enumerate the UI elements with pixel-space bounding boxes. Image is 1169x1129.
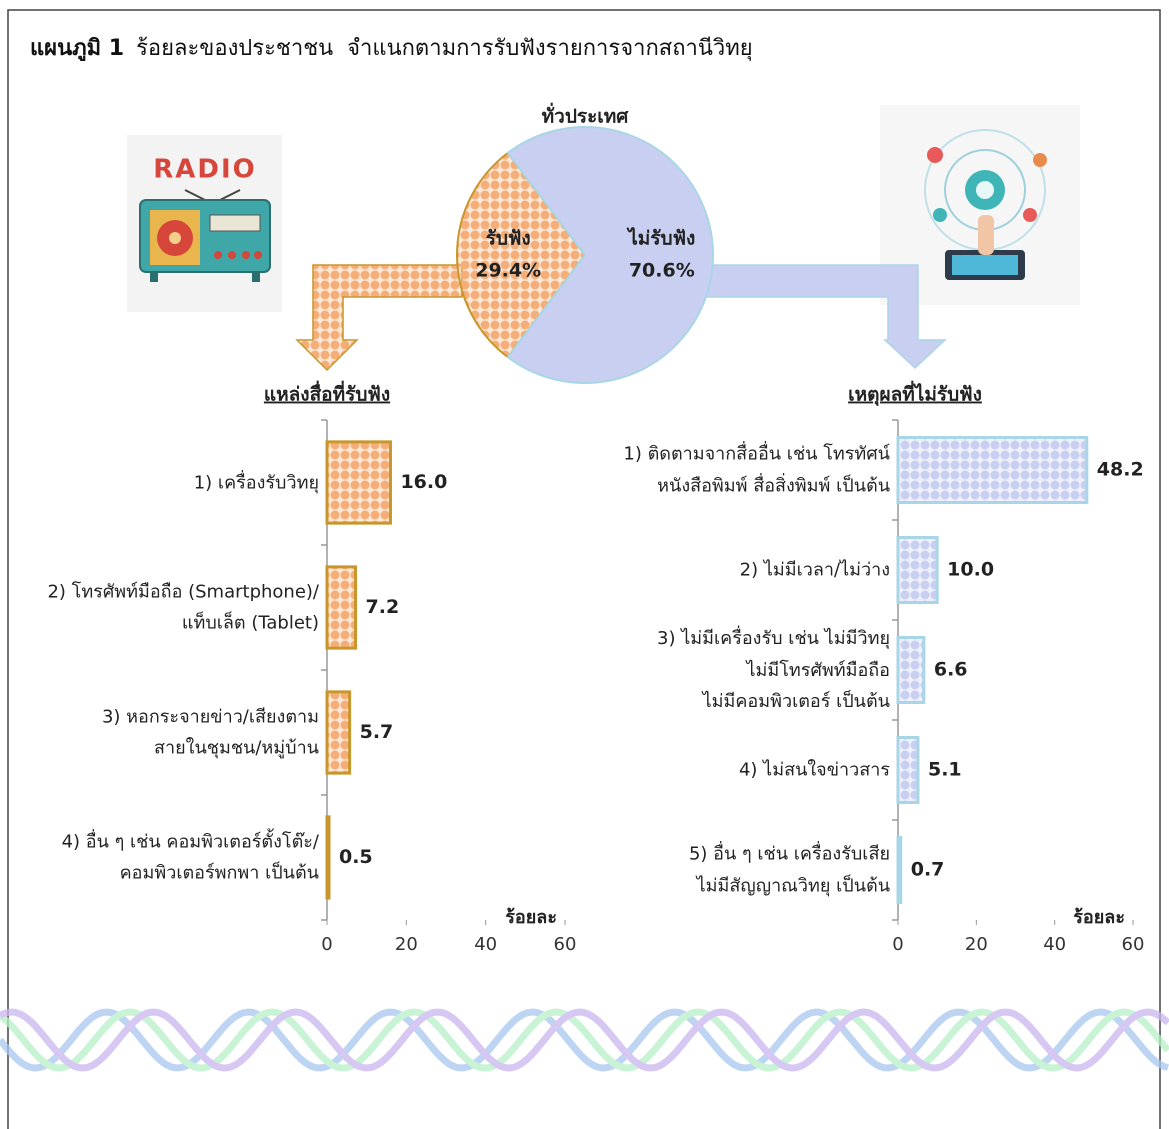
title: แผนภูมิ 1 ร้อยละของประชาชน จำแนกตามการรับ…: [30, 30, 753, 65]
arrow-listen: [295, 264, 463, 372]
chart-title: แหล่งสื่อที่รับฟัง: [264, 381, 390, 406]
value-label: 10.0: [947, 559, 994, 581]
x-tick-label: 60: [1122, 934, 1145, 955]
bar: [325, 440, 392, 525]
bar: [325, 690, 352, 775]
pie-title: ทั่วประเทศ: [542, 103, 630, 128]
category-label: 3) หอกระจายข่าว/เสียงตาม สายในชุมชน/หมู่…: [101, 706, 319, 759]
pie-slice: [456, 151, 587, 359]
bar: [896, 536, 939, 604]
figure-label: แผนภูมิ 1: [30, 36, 125, 61]
x-tick-label: 40: [1043, 934, 1066, 955]
wave-line: [0, 1008, 1169, 1072]
x-axis-label: ร้อยละ: [1073, 907, 1125, 928]
bar: [896, 436, 1089, 504]
x-tick-label: 0: [892, 934, 903, 955]
wave-line: [0, 1008, 1169, 1072]
x-tick-label: 60: [554, 934, 577, 955]
bar: [896, 736, 920, 804]
bar: [325, 565, 358, 650]
bar: [896, 636, 926, 704]
x-tick-label: 0: [321, 934, 332, 955]
arrow-not-listen: [699, 264, 947, 370]
x-tick-label: 20: [395, 934, 418, 955]
figure-title: ร้อยละของประชาชน จำแนกตามการรับฟังรายการ…: [136, 36, 753, 61]
frame: [7, 9, 1161, 1129]
value-label: 48.2: [1097, 459, 1144, 481]
slice-label: ไม่รับฟัง: [626, 227, 695, 250]
x-axis-label: ร้อยละ: [505, 907, 557, 928]
slice-value: 70.6%: [629, 260, 695, 282]
slice-label: รับฟัง: [486, 228, 531, 250]
value-label: 0.5: [339, 846, 373, 868]
pie-slice: [506, 126, 714, 384]
x-tick-label: 20: [965, 934, 988, 955]
radio-image: RADIO: [127, 135, 282, 312]
value-label: 5.7: [360, 721, 394, 743]
value-label: 0.7: [911, 859, 945, 881]
value-label: 5.1: [928, 759, 962, 781]
category-label: 2) โทรศัพท์มือถือ (Smartphone)/ แท็บเล็ต…: [47, 581, 319, 634]
category-label: 3) ไม่มีเครื่องรับ เช่น ไม่มีวิทยุ ไม่มี…: [657, 627, 890, 712]
category-label: 4) อื่น ๆ เช่น คอมพิวเตอร์ตั้งโต๊ะ/ คอมพ…: [61, 831, 319, 884]
slice-value: 29.4%: [475, 260, 541, 282]
value-label: 16.0: [400, 471, 447, 493]
category-label: 4) ไม่สนใจข่าวสาร: [738, 759, 890, 781]
wave-decoration: [0, 1008, 1169, 1072]
radio-label: RADIO: [153, 155, 257, 185]
category-label: 1) เครื่องรับวิทยุ: [193, 471, 319, 493]
category-label: 1) ติดตามจากสื่ออื่น เช่น โทรทัศน์ หนังส…: [623, 443, 890, 497]
category-label: 5) อื่น ๆ เช่น เครื่องรับเสีย ไม่มีสัญญา…: [688, 843, 890, 897]
value-label: 6.6: [934, 659, 968, 681]
bar: [325, 815, 331, 900]
value-label: 7.2: [366, 596, 400, 618]
bar: [896, 836, 903, 904]
chart-title: เหตุผลที่ไม่รับฟัง: [848, 381, 982, 407]
x-tick-label: 40: [474, 934, 497, 955]
category-label: 2) ไม่มีเวลา/ไม่ว่าง: [739, 559, 890, 581]
